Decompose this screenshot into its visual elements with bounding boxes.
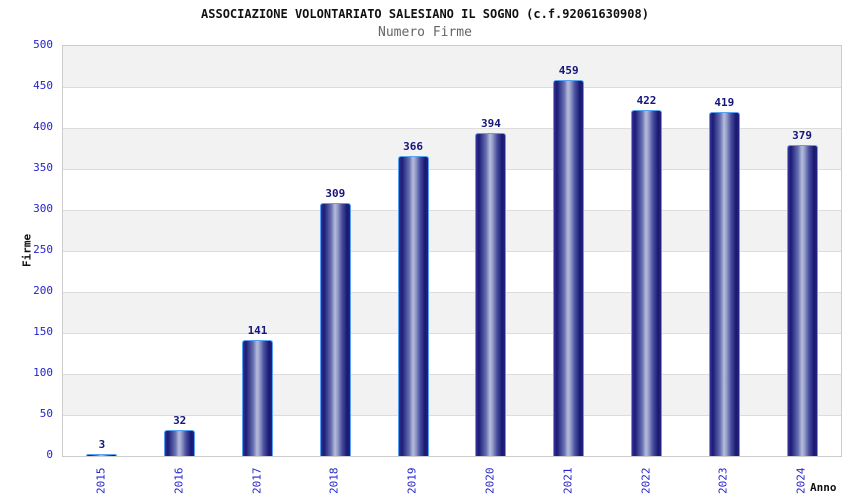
chart-title: ASSOCIAZIONE VOLONTARIATO SALESIANO IL S…	[201, 7, 649, 21]
x-tick-label-2022: 2022	[639, 467, 652, 495]
bar-value-label-2019: 366	[403, 139, 424, 153]
y-tick-label-300: 300	[33, 202, 53, 215]
gridline-450	[63, 87, 841, 88]
gridline-400	[63, 128, 841, 129]
x-tick-label-2015: 2015	[94, 467, 108, 495]
y-tick-label-450: 450	[33, 79, 53, 92]
plot-area: 3 32 141 309 366 394 459 422 419 379	[62, 45, 842, 457]
bar-value-label-2020: 394	[480, 116, 501, 130]
bar-2019	[397, 155, 429, 456]
bar-2024	[786, 145, 818, 456]
gridline-350	[63, 169, 841, 170]
y-tick-label-500: 500	[33, 38, 53, 51]
gridline-50	[63, 415, 841, 416]
bar-2018	[319, 202, 351, 456]
bar-value-label-2018: 309	[325, 186, 346, 200]
bar-value-label-2024: 379	[792, 129, 813, 143]
bar-2016	[164, 429, 196, 456]
x-tick-label-2020: 2020	[483, 467, 497, 495]
y-tick-label-0: 0	[46, 448, 53, 461]
bar-2020	[475, 132, 507, 456]
y-tick-label-200: 200	[33, 284, 53, 297]
gridline-300	[63, 210, 841, 211]
gridline-150	[63, 333, 841, 334]
gridline-200	[63, 292, 841, 293]
gridline-100	[63, 374, 841, 375]
bar-2022	[631, 109, 662, 456]
bar-2023	[708, 112, 740, 456]
y-tick-label-350: 350	[33, 161, 53, 174]
bar-2021	[553, 79, 585, 456]
bar-value-label-2016: 32	[173, 413, 187, 427]
y-tick-label-150: 150	[33, 325, 53, 338]
x-tick-label-2019: 2019	[405, 467, 419, 495]
y-tick-label-100: 100	[33, 366, 53, 379]
x-tick-label-2018: 2018	[327, 467, 341, 495]
bar-value-label-2022: 422	[636, 93, 657, 107]
y-tick-label-250: 250	[33, 243, 53, 256]
y-tick-label-400: 400	[33, 120, 53, 133]
gridline-250	[63, 251, 841, 252]
x-tick-label-2024: 2024	[794, 467, 808, 495]
bar-value-label-2015: 3	[98, 437, 106, 451]
bar-2017	[242, 340, 273, 456]
x-tick-label-2023: 2023	[716, 467, 730, 495]
y-tick-label-50: 50	[39, 407, 53, 420]
x-tick-label-2017: 2017	[250, 467, 263, 495]
bar-value-label-2023: 419	[714, 96, 735, 110]
bar-2015	[86, 453, 118, 456]
chart-subtitle: Numero Firme	[378, 25, 472, 40]
bar-value-label-2017: 141	[247, 324, 268, 338]
x-tick-label-2021: 2021	[561, 467, 575, 495]
x-axis-title: Anno	[810, 481, 837, 494]
x-tick-label-2016: 2016	[172, 467, 186, 495]
bar-value-label-2021: 459	[558, 63, 579, 77]
